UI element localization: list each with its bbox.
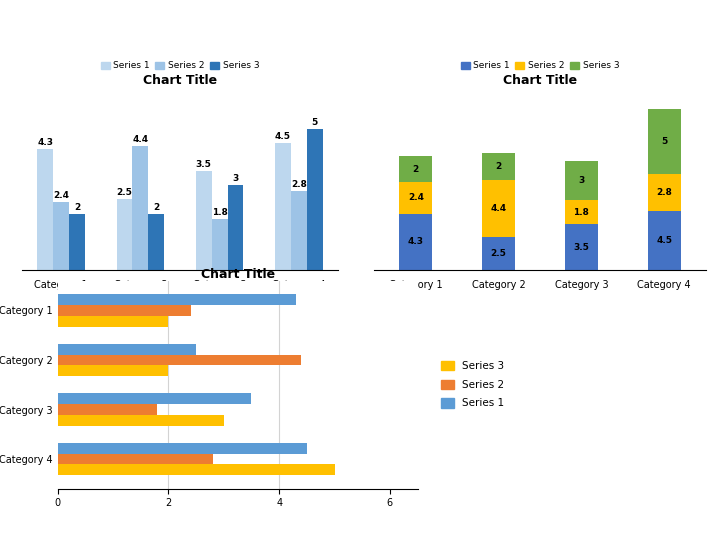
Bar	[212, 219, 228, 270]
Bar	[307, 129, 323, 270]
Title: Chart Title: Chart Title	[143, 73, 217, 86]
Bar	[399, 214, 432, 270]
Bar	[53, 202, 69, 270]
Bar	[648, 211, 681, 270]
Text: 3.5: 3.5	[573, 242, 590, 252]
Legend: Series 1, Series 2, Series 3: Series 1, Series 2, Series 3	[97, 58, 263, 74]
Bar	[148, 213, 164, 270]
Bar	[291, 191, 307, 270]
Text: 5: 5	[661, 137, 667, 146]
Text: 17: 17	[584, 512, 606, 527]
Text: 2: 2	[495, 162, 502, 171]
Bar	[58, 366, 168, 376]
Text: Column/Bar Chart Samples: Column/Bar Chart Samples	[13, 22, 307, 41]
Bar	[58, 415, 224, 426]
Bar	[565, 161, 598, 200]
Bar	[58, 454, 212, 464]
Bar	[58, 305, 191, 316]
Bar	[58, 343, 196, 355]
Bar	[648, 109, 681, 174]
Text: 4.3: 4.3	[408, 237, 424, 246]
Title: Chart Title: Chart Title	[503, 73, 577, 86]
Text: 4.3: 4.3	[37, 138, 53, 146]
Text: School Name – School Counseling Department: School Name – School Counseling Departme…	[11, 513, 302, 526]
Bar	[58, 294, 296, 305]
Bar	[648, 174, 681, 211]
Bar	[37, 148, 53, 270]
Text: 4.5: 4.5	[656, 236, 672, 245]
Text: 4.4: 4.4	[490, 204, 507, 213]
Text: 2.4: 2.4	[408, 193, 424, 202]
Bar	[228, 185, 243, 270]
Bar	[69, 213, 85, 270]
Text: 5: 5	[312, 118, 318, 127]
Text: 1.8: 1.8	[212, 208, 228, 217]
Bar	[58, 464, 335, 475]
Title: Chart Title: Chart Title	[201, 268, 274, 281]
Text: 2: 2	[153, 202, 159, 212]
Legend: Series 3, Series 2, Series 1: Series 3, Series 2, Series 1	[437, 357, 508, 413]
Text: 2.8: 2.8	[656, 188, 672, 197]
Text: 4.5: 4.5	[275, 132, 291, 141]
Bar	[58, 443, 307, 454]
Bar	[58, 404, 157, 415]
Text: 2: 2	[413, 165, 419, 173]
Bar	[196, 171, 212, 270]
Text: 3.5: 3.5	[196, 160, 212, 169]
Text: [REFERENCE ONLY – DELETE SLIDE]: [REFERENCE ONLY – DELETE SLIDE]	[13, 55, 395, 74]
Bar	[482, 179, 516, 237]
Bar	[58, 393, 251, 404]
Text: 2: 2	[74, 202, 80, 212]
Text: 3: 3	[578, 177, 585, 185]
Text: 2.8: 2.8	[291, 180, 307, 189]
Bar	[565, 224, 598, 270]
Legend: Series 1, Series 2, Series 3: Series 1, Series 2, Series 3	[457, 58, 623, 74]
Bar	[58, 355, 301, 366]
Text: 4.4: 4.4	[132, 135, 148, 144]
Bar	[482, 237, 516, 270]
Bar	[132, 146, 148, 270]
Bar	[482, 153, 516, 179]
Text: 3: 3	[233, 174, 238, 183]
Bar	[399, 182, 432, 214]
Bar	[275, 143, 291, 270]
Bar	[58, 316, 168, 327]
Text: 2.5: 2.5	[117, 188, 132, 198]
Bar	[399, 156, 432, 182]
Bar	[117, 199, 132, 270]
Text: 2.5: 2.5	[490, 249, 507, 258]
Text: 1.8: 1.8	[573, 208, 590, 217]
Text: 2.4: 2.4	[53, 191, 69, 200]
Bar	[565, 200, 598, 224]
